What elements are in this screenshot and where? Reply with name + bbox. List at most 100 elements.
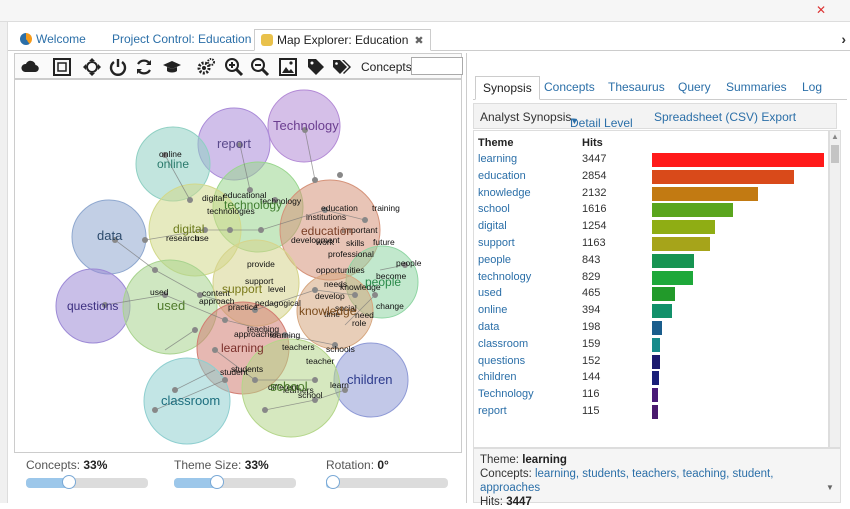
theme-name[interactable]: children — [478, 371, 517, 384]
concept-node[interactable] — [312, 287, 318, 293]
concept-label[interactable]: knowledge — [340, 282, 381, 292]
theme-name[interactable]: questions — [478, 354, 526, 367]
theme-label[interactable]: knowledge — [299, 304, 357, 318]
caret-up-icon[interactable]: ▲ — [831, 132, 839, 141]
concept-label[interactable]: pedagogical — [255, 298, 301, 308]
theme-label[interactable]: learning — [221, 341, 264, 355]
power-icon[interactable] — [107, 57, 129, 77]
tags-icon[interactable] — [331, 57, 353, 77]
table-row[interactable]: children 144 — [474, 369, 828, 386]
theme-label[interactable]: children — [347, 372, 393, 387]
concept-node[interactable] — [142, 237, 148, 243]
concept-node[interactable] — [212, 347, 218, 353]
scrollbar-thumb[interactable] — [831, 145, 839, 163]
concept-label[interactable]: change — [376, 301, 404, 311]
theme-label[interactable]: people — [365, 275, 401, 289]
table-row[interactable]: school 1616 — [474, 201, 828, 218]
concept-label[interactable]: online — [159, 149, 182, 159]
concept-label[interactable]: school — [298, 390, 323, 400]
theme-name[interactable]: school — [478, 203, 510, 216]
slider-thumb[interactable] — [209, 475, 224, 489]
concept-label[interactable]: education — [321, 203, 358, 213]
table-row[interactable]: questions 152 — [474, 353, 828, 369]
concept-node[interactable] — [187, 197, 193, 203]
concept-node[interactable] — [372, 292, 378, 298]
concept-node[interactable] — [312, 177, 318, 183]
concept-node[interactable] — [332, 342, 338, 348]
concept-label[interactable]: digital — [202, 193, 224, 203]
concept-node[interactable] — [152, 267, 158, 273]
detail-concepts-value[interactable]: learning, students, teachers, teaching, … — [480, 468, 774, 494]
frame-icon[interactable] — [51, 57, 73, 77]
zoom-out-icon[interactable] — [249, 57, 271, 77]
close-icon[interactable]: ✕ — [816, 3, 827, 17]
table-row[interactable]: digital 1254 — [474, 218, 828, 235]
concept-map-canvas[interactable]: onlinedigitaleducationaltechnologytechno… — [15, 80, 462, 453]
concept-node[interactable] — [237, 142, 243, 148]
table-row[interactable]: online 394 — [474, 302, 828, 319]
concept-node[interactable] — [302, 127, 308, 133]
concept-node[interactable] — [262, 407, 268, 413]
concept-node[interactable] — [227, 227, 233, 233]
concept-label[interactable]: technology — [260, 196, 302, 206]
concept-label[interactable]: need — [355, 310, 374, 320]
concept-label[interactable]: work — [315, 237, 335, 247]
concept-node[interactable] — [337, 172, 343, 178]
tab-map-explorer[interactable]: Map Explorer: Education ✖ — [254, 29, 431, 51]
concept-label[interactable]: students — [231, 364, 263, 374]
concepts-slider[interactable] — [26, 475, 148, 489]
concept-label[interactable]: technologies — [207, 206, 255, 216]
theme-label[interactable]: support — [222, 282, 263, 296]
concepts-search-input[interactable] — [411, 57, 463, 75]
table-row[interactable]: learning 3447 — [474, 151, 828, 167]
theme-name[interactable]: classroom — [478, 337, 529, 350]
concept-label[interactable]: practice — [228, 302, 258, 312]
theme-name[interactable]: knowledge — [478, 186, 531, 199]
tab-project-control[interactable]: Project Control: Education✖ — [106, 29, 273, 51]
concept-label[interactable]: people — [396, 258, 422, 268]
table-row[interactable]: Technology 116 — [474, 386, 828, 403]
concept-node[interactable] — [352, 292, 358, 298]
concept-node[interactable] — [402, 262, 408, 268]
move-icon[interactable] — [81, 57, 103, 77]
concept-node[interactable] — [252, 307, 258, 313]
theme-name[interactable]: report — [478, 405, 507, 417]
concept-node[interactable] — [222, 317, 228, 323]
slider-thumb[interactable] — [61, 475, 76, 489]
theme-label[interactable]: Technology — [273, 118, 339, 133]
concept-node[interactable] — [312, 397, 318, 403]
concept-node[interactable] — [222, 377, 228, 383]
concept-label[interactable]: needs — [324, 279, 347, 289]
tab-concepts[interactable]: Concepts — [544, 80, 595, 94]
theme-label[interactable]: digital — [173, 222, 204, 236]
theme-name[interactable]: people — [478, 253, 512, 266]
concept-label[interactable]: professional — [328, 249, 374, 259]
concept-label[interactable]: develop — [315, 291, 345, 301]
concept-node[interactable] — [172, 387, 178, 393]
concept-label[interactable]: role — [352, 318, 366, 328]
chevron-right-icon[interactable]: › — [841, 31, 846, 47]
table-row[interactable]: people 843 — [474, 252, 828, 268]
close-icon[interactable]: ✖ — [414, 35, 424, 47]
theme-name[interactable]: technology — [478, 270, 532, 283]
vertical-scrollbar[interactable]: ▲ — [829, 130, 841, 448]
concept-label[interactable]: different — [268, 382, 299, 392]
tag-icon[interactable] — [305, 57, 327, 77]
table-row[interactable]: classroom 159 — [474, 336, 828, 352]
concept-node[interactable] — [197, 292, 203, 298]
theme-label[interactable]: online — [157, 157, 189, 171]
concept-node[interactable] — [342, 387, 348, 393]
concept-label[interactable]: student — [220, 367, 249, 377]
concept-node[interactable] — [112, 237, 118, 243]
concept-label[interactable]: learners — [283, 385, 314, 395]
concept-label[interactable]: approaches — [234, 329, 278, 339]
concept-node[interactable] — [202, 227, 208, 233]
table-row[interactable]: support 1163 — [474, 235, 828, 251]
concept-label[interactable]: level — [268, 284, 286, 294]
concept-node[interactable] — [247, 187, 253, 193]
table-row[interactable]: technology 829 — [474, 269, 828, 285]
image-icon[interactable] — [277, 57, 299, 77]
tab-synopsis[interactable]: Synopsis — [475, 76, 540, 100]
concept-label[interactable]: teacher — [306, 356, 335, 366]
table-row[interactable]: report 115 — [474, 403, 828, 419]
